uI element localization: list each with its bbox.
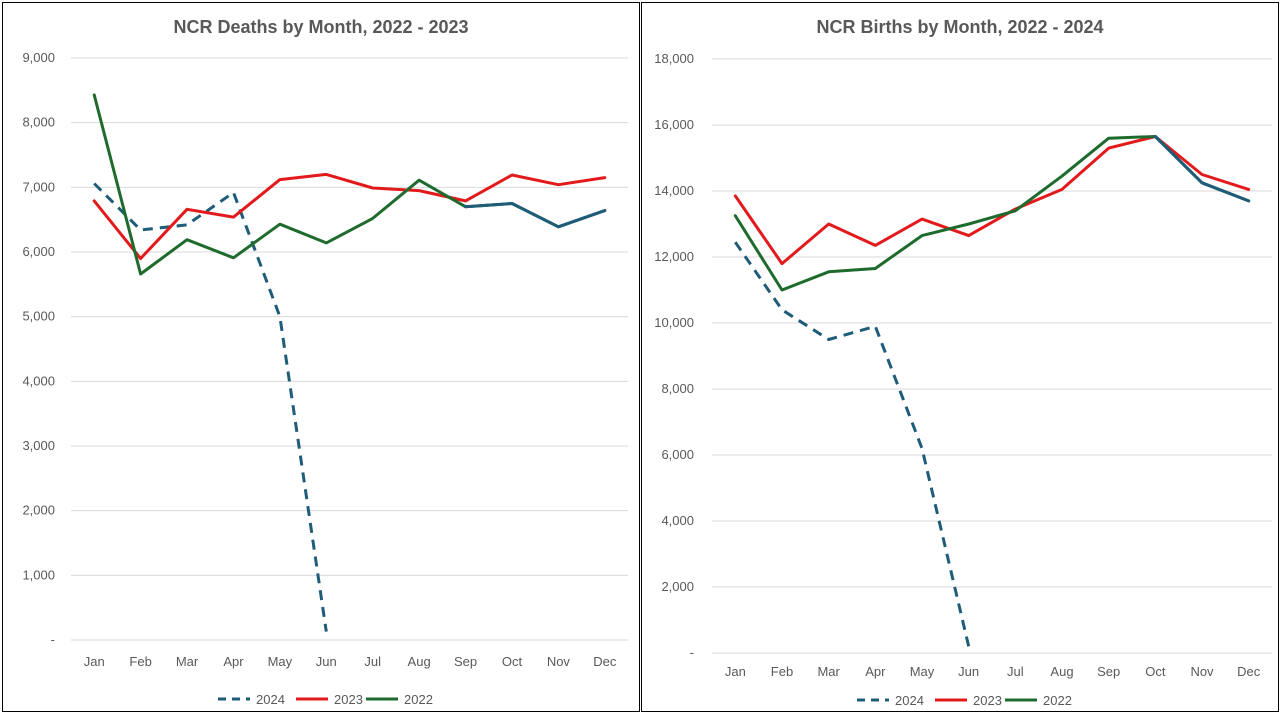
- deaths-chart-panel: NCR Deaths by Month, 2022 - 2023 - 1,000 2…: [2, 2, 640, 712]
- births-chart-plot: - 2,000 4,000 6,000 8,000 10,000 12,000 14,000 1…: [654, 51, 1272, 708]
- x-tick-label: Aug: [1050, 664, 1073, 679]
- y-tick-label: 4,000: [22, 373, 55, 388]
- x-tick-label: Oct: [502, 654, 523, 669]
- y-tick-label: 6,000: [22, 244, 55, 259]
- y-tick-label: 3,000: [22, 438, 55, 453]
- y-tick-label: 2,000: [22, 503, 55, 518]
- y-tick-label: 1,000: [22, 567, 55, 582]
- x-tick-label: Feb: [129, 654, 151, 669]
- x-tick-label: May: [910, 664, 935, 679]
- legend-label-2023: 2023: [334, 692, 363, 707]
- series-line-2022-overlay: [464, 202, 607, 229]
- x-tick-label: Mar: [176, 654, 199, 669]
- x-tick-label: Oct: [1145, 664, 1166, 679]
- births-chart-panel: NCR Births by Month, 2022 - 2024 - 2,000 4…: [641, 2, 1279, 712]
- legend-label-2022: 2022: [1043, 693, 1072, 708]
- y-tick-label: 7,000: [22, 179, 55, 194]
- x-tick-label: Dec: [1237, 664, 1261, 679]
- legend-label-2024: 2024: [256, 692, 285, 707]
- y-tick-label: 12,000: [654, 249, 694, 264]
- y-tick-label: 4,000: [661, 513, 694, 528]
- chart-title: NCR Deaths by Month, 2022 - 2023: [173, 17, 469, 37]
- x-tick-label: Jun: [958, 664, 979, 679]
- y-tick-label: 10,000: [654, 315, 694, 330]
- series-line-2023: [733, 135, 1251, 266]
- y-tick-label: 16,000: [654, 117, 694, 132]
- x-tick-label: Jan: [725, 664, 746, 679]
- x-tick-label: Feb: [771, 664, 793, 679]
- y-tick-label: 9,000: [22, 50, 55, 65]
- y-tick-label: 8,000: [22, 115, 55, 130]
- x-tick-label: Nov: [1190, 664, 1214, 679]
- x-tick-label: Sep: [454, 654, 477, 669]
- legend-label-2023: 2023: [973, 693, 1002, 708]
- y-tick-label: 14,000: [654, 183, 694, 198]
- chart-title: NCR Births by Month, 2022 - 2024: [816, 17, 1104, 37]
- legend-label-2024: 2024: [895, 693, 924, 708]
- series-line-2024: [93, 182, 328, 632]
- deaths-chart-plot: - 1,000 2,000 3,000 4,000 5,000 6,000 7,000 8,00…: [22, 50, 628, 707]
- x-tick-label: Apr: [223, 654, 244, 669]
- x-tick-label: Jul: [364, 654, 381, 669]
- y-tick-label: 5,000: [22, 309, 55, 324]
- series-line-2024: [734, 241, 971, 647]
- y-tick-label: 6,000: [661, 447, 694, 462]
- y-tick-label: -: [690, 645, 694, 660]
- x-tick-label: Mar: [817, 664, 840, 679]
- y-tick-label: -: [51, 632, 55, 647]
- series-line-2022-overlay: [1153, 135, 1251, 203]
- x-tick-label: Dec: [593, 654, 617, 669]
- x-tick-label: Jul: [1007, 664, 1024, 679]
- x-tick-label: Jan: [84, 654, 105, 669]
- x-tick-label: Nov: [547, 654, 571, 669]
- x-tick-label: Aug: [408, 654, 431, 669]
- legend-label-2022: 2022: [404, 692, 433, 707]
- series-line-2022: [733, 135, 1251, 292]
- x-tick-label: Apr: [865, 664, 886, 679]
- x-tick-label: Sep: [1097, 664, 1120, 679]
- y-tick-label: 18,000: [654, 51, 694, 66]
- x-tick-label: May: [268, 654, 293, 669]
- y-tick-label: 2,000: [661, 579, 694, 594]
- y-tick-label: 8,000: [661, 381, 694, 396]
- series-line-2023: [92, 172, 607, 260]
- x-tick-label: Jun: [316, 654, 337, 669]
- series-line-2022: [92, 93, 607, 276]
